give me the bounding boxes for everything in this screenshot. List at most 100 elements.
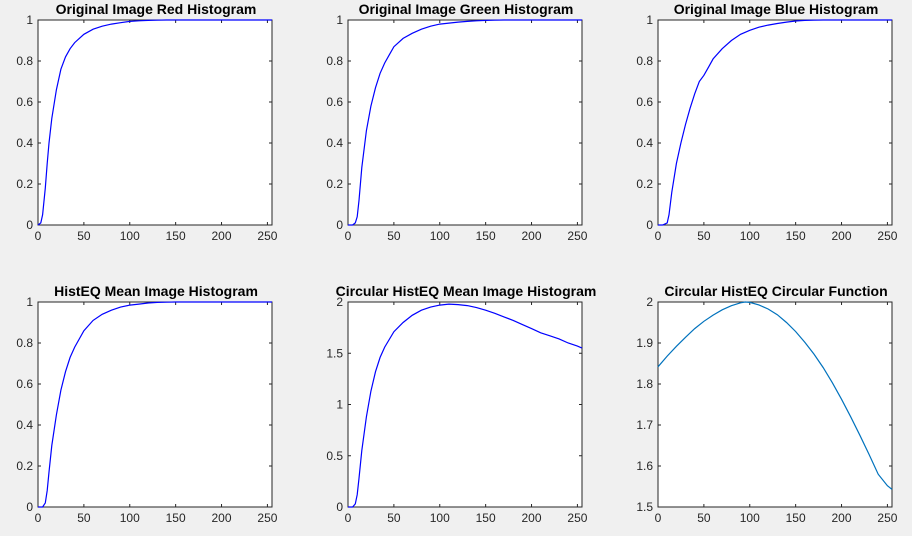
axes-box	[657, 19, 893, 226]
x-tick-label: 150	[476, 511, 496, 525]
chart-title-red: Original Image Red Histogram	[56, 1, 257, 17]
x-tick-label: 50	[387, 229, 401, 243]
x-tick-label: 100	[120, 511, 140, 525]
x-tick-label: 50	[697, 511, 711, 525]
y-tick-label: 1	[26, 13, 33, 27]
y-tick-label: 0	[336, 218, 343, 232]
series-line	[658, 19, 892, 226]
x-tick-label: 0	[345, 229, 352, 243]
y-tick-label: 0.8	[326, 54, 343, 68]
y-tick-label: 0.2	[636, 177, 653, 191]
x-tick-label: 250	[567, 511, 587, 525]
subplot-circular-histeq-mean: Circular HistEQ Mean Image Histogram 0 50…	[326, 283, 596, 525]
y-tick-label: 0.4	[636, 136, 653, 150]
y-tick-label: 0	[646, 218, 653, 232]
x-tick-label: 150	[786, 511, 806, 525]
chart-title-green: Original Image Green Histogram	[359, 1, 574, 17]
x-tick-label: 250	[257, 511, 277, 525]
subplot-histeq-mean: HistEQ Mean Image Histogram 0 50 100 150 200…	[16, 283, 277, 525]
x-tick-label: 0	[35, 229, 42, 243]
x-tick-label: 50	[77, 229, 91, 243]
x-tick-label: 200	[832, 511, 852, 525]
chart-title-circular-histeq-mean: Circular HistEQ Mean Image Histogram	[336, 283, 597, 299]
y-tick-label: 0.6	[16, 377, 33, 391]
x-tick-label: 250	[877, 229, 897, 243]
x-tick-label: 100	[430, 511, 450, 525]
y-tick-label: 0.4	[16, 418, 33, 432]
axes-box	[347, 301, 583, 508]
axes-box	[657, 301, 893, 508]
axes-box	[347, 19, 583, 226]
x-tick-label: 0	[345, 511, 352, 525]
x-tick-label: 100	[740, 229, 760, 243]
x-tick-label: 50	[697, 229, 711, 243]
y-tick-label: 0.2	[16, 177, 33, 191]
chart-title-histeq-mean: HistEQ Mean Image Histogram	[54, 283, 258, 299]
x-tick-label: 100	[430, 229, 450, 243]
y-tick-label: 0.4	[326, 136, 343, 150]
y-tick-label: 0.8	[16, 336, 33, 350]
plot-area-circular-histeq-mean: 0 50 100 150 200 250 0 0.5 1 1.5 2	[326, 295, 587, 525]
plot-area-circular-function: 0 50 100 150 200 250 1.5 1.6 1.7 1.8 1.9 2	[636, 295, 897, 525]
x-tick-label: 0	[35, 511, 42, 525]
y-tick-label: 1.8	[636, 377, 653, 391]
y-tick-label: 0	[26, 218, 33, 232]
y-tick-label: 1	[336, 13, 343, 27]
series-line	[348, 19, 582, 226]
x-tick-label: 250	[567, 229, 587, 243]
x-tick-label: 50	[387, 511, 401, 525]
y-tick-label: 2	[336, 295, 343, 309]
y-tick-label: 0.2	[326, 177, 343, 191]
x-tick-label: 150	[476, 229, 496, 243]
y-tick-label: 0.6	[326, 95, 343, 109]
series-line	[38, 301, 272, 508]
plot-area-blue: 0 50 100 150 200 250 0 0.2 0.4 0.6 0.8 1	[636, 13, 897, 243]
subplot-blue-histogram: Original Image Blue Histogram 0 50 100 150 2…	[636, 1, 897, 243]
chart-title-circular-function: Circular HistEQ Circular Function	[664, 283, 887, 299]
y-tick-label: 1.6	[636, 459, 653, 473]
y-tick-label: 0.8	[16, 54, 33, 68]
x-tick-label: 100	[120, 229, 140, 243]
x-tick-label: 100	[740, 511, 760, 525]
y-tick-label: 1	[26, 295, 33, 309]
x-tick-label: 0	[655, 511, 662, 525]
x-tick-label: 250	[257, 229, 277, 243]
x-tick-label: 150	[166, 511, 186, 525]
y-tick-label: 1.5	[636, 500, 653, 514]
subplot-circular-function: Circular HistEQ Circular Function 0 50 100…	[636, 283, 897, 525]
y-tick-label: 1.7	[636, 418, 653, 432]
plot-area-green: 0 50 100 150 200 250 0 0.2 0.4 0.6 0.8 1	[326, 13, 587, 243]
y-tick-label: 0.6	[16, 95, 33, 109]
x-tick-label: 200	[522, 229, 542, 243]
x-tick-label: 150	[166, 229, 186, 243]
y-tick-label: 0.5	[326, 449, 343, 463]
y-tick-label: 1	[646, 13, 653, 27]
subplot-red-histogram: Original Image Red Histogram 0 50 100 150 20…	[16, 1, 277, 243]
y-tick-label: 0	[336, 500, 343, 514]
axes-box	[37, 301, 273, 508]
y-tick-label: 1	[336, 398, 343, 412]
x-tick-label: 200	[212, 511, 232, 525]
series-line	[348, 303, 583, 508]
y-tick-label: 0.8	[636, 54, 653, 68]
y-tick-label: 1.9	[636, 336, 653, 350]
plot-area-red: 0 50 100 150 200 250 0 0.2 0.4 0.6 0.8 1	[16, 13, 277, 243]
y-tick-label: 0	[26, 500, 33, 514]
x-tick-label: 250	[877, 511, 897, 525]
y-tick-label: 2	[646, 295, 653, 309]
x-tick-label: 0	[655, 229, 662, 243]
series-line	[657, 301, 893, 490]
x-tick-label: 50	[77, 511, 91, 525]
x-tick-label: 200	[212, 229, 232, 243]
y-tick-label: 0.6	[636, 95, 653, 109]
x-tick-label: 200	[832, 229, 852, 243]
subplot-green-histogram: Original Image Green Histogram 0 50 100 150…	[326, 1, 587, 243]
axes-box	[37, 19, 273, 226]
x-tick-label: 200	[522, 511, 542, 525]
plot-area-histeq-mean: 0 50 100 150 200 250 0 0.2 0.4 0.6 0.8 1	[16, 295, 277, 525]
series-line	[37, 19, 272, 226]
chart-title-blue: Original Image Blue Histogram	[674, 1, 879, 17]
y-tick-label: 1.5	[326, 346, 343, 360]
y-tick-label: 0.4	[16, 136, 33, 150]
